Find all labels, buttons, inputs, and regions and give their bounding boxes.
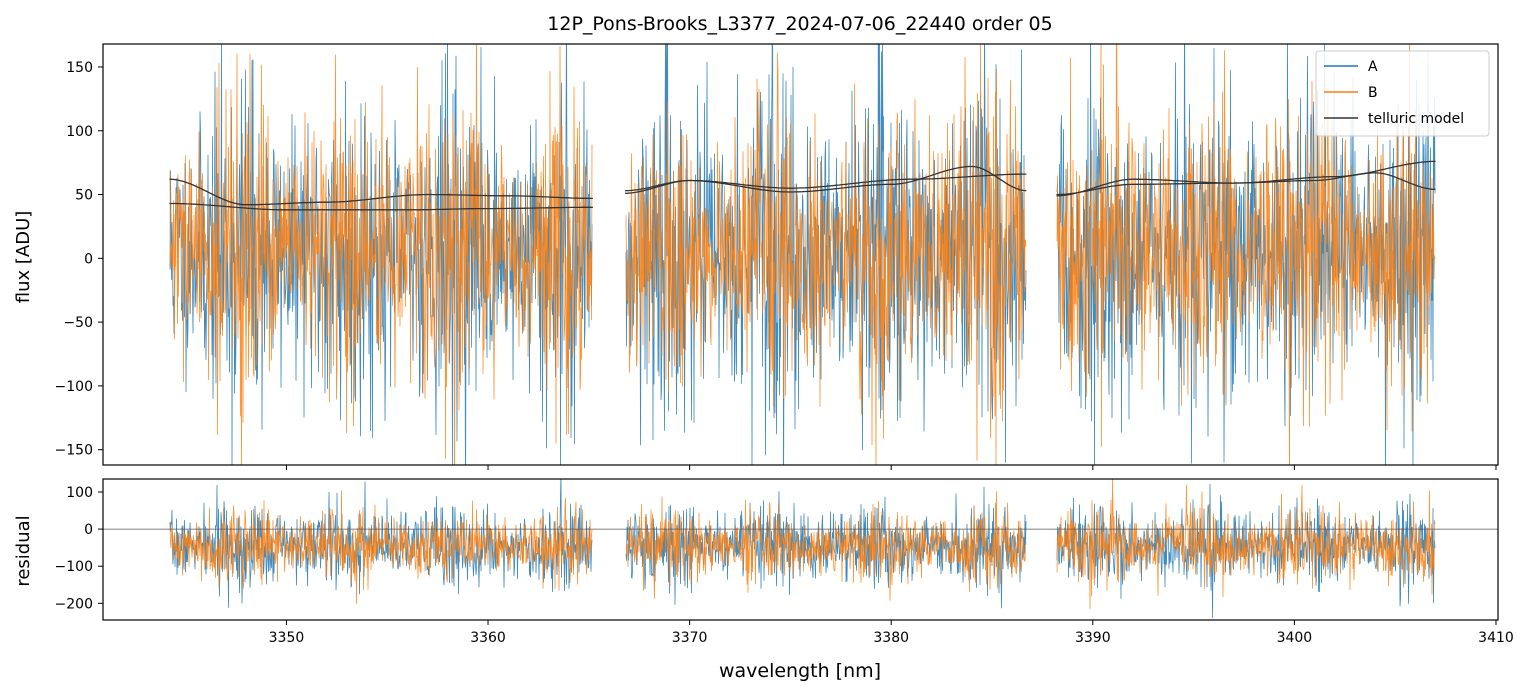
- telluric-model-curve-1: [169, 178, 593, 206]
- residual-y-ticks: −200 −100 0 100: [55, 485, 103, 612]
- xtick-label: 3370: [672, 630, 708, 646]
- flux-x-ticks: [285, 465, 1497, 470]
- flux-ytick-label: 50: [75, 188, 93, 204]
- residual-panel: −200 −100 0 100 3350 3360 3370 3380 3390 3400 341…: [13, 478, 1514, 682]
- xtick-label: 3380: [873, 630, 909, 646]
- residual-axes-frame: [102, 478, 1499, 621]
- flux-panel: −150 −100 −50 0 50 100 150 flux [ADU] A B tell…: [13, 43, 1499, 470]
- chart-title: 12P_Pons-Brooks_L3377_2024-07-06_22440 o…: [547, 13, 1052, 35]
- residual-ytick-label: 100: [66, 485, 93, 501]
- flux-plot-area: [169, 44, 1436, 465]
- flux-y-ticks: −150 −100 −50 0 50 100 150: [55, 60, 103, 459]
- legend: A B telluric model: [1315, 50, 1490, 137]
- flux-series-b-segment-1: [169, 44, 593, 465]
- flux-ytick-label: −50: [63, 315, 93, 331]
- residual-ytick-label: −100: [55, 559, 93, 575]
- residual-series-b-segment-1: [169, 490, 593, 604]
- flux-ytick-label: −150: [55, 443, 93, 459]
- residual-series-b-segment-2: [625, 491, 1027, 601]
- flux-ytick-label: 100: [66, 124, 93, 140]
- flux-series-b-segment-2: [625, 44, 1027, 465]
- residual-ytick-label: 0: [84, 522, 93, 538]
- xtick-label: 3360: [470, 630, 506, 646]
- residual-y-label: residual: [13, 515, 34, 586]
- flux-ytick-label: −100: [55, 379, 93, 395]
- flux-axes-frame: [102, 43, 1499, 466]
- telluric-model-curve-4: [625, 173, 1027, 192]
- legend-label-telluric: telluric model: [1368, 111, 1464, 127]
- residual-series-a-segment-2: [625, 486, 1027, 609]
- residual-plot-area: [103, 479, 1498, 619]
- flux-y-label: flux [ADU]: [13, 211, 34, 304]
- xtick-label: 3350: [269, 630, 305, 646]
- telluric-model-curve-2: [169, 202, 593, 211]
- flux-ytick-label: 150: [66, 60, 93, 76]
- telluric-model-curve-6: [1056, 160, 1436, 196]
- xtick-label: 3410: [1478, 630, 1514, 646]
- legend-label-a: A: [1368, 59, 1378, 75]
- residual-ytick-label: −200: [55, 596, 93, 612]
- flux-ytick-label: 0: [84, 251, 93, 267]
- legend-label-b: B: [1368, 85, 1378, 101]
- legend-box: [1315, 50, 1490, 137]
- xtick-label: 3390: [1075, 630, 1111, 646]
- residual-series-b-segment-3: [1056, 479, 1436, 609]
- residual-x-ticks: 3350 3360 3370 3380 3390 3400 3410: [269, 620, 1514, 646]
- xtick-label: 3400: [1277, 630, 1313, 646]
- x-axis-label: wavelength [nm]: [719, 660, 881, 682]
